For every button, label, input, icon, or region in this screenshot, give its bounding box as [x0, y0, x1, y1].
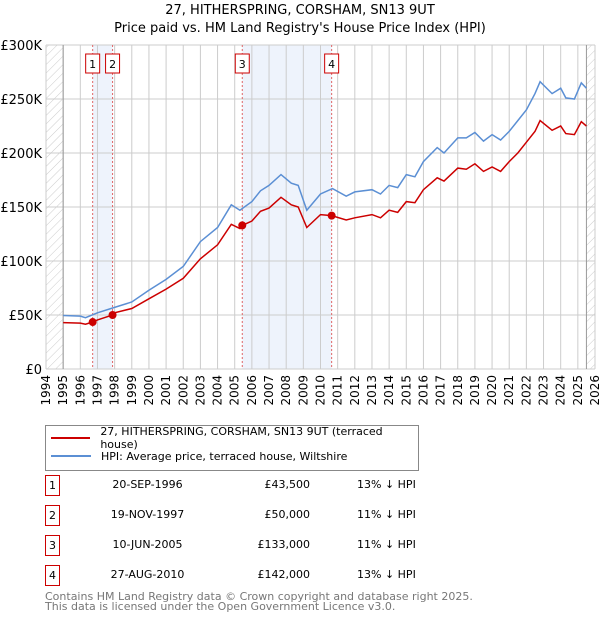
property-price-line [63, 119, 587, 325]
footer-licence: This data is licensed under the Open Gov… [45, 600, 396, 613]
sale-row: 2 19-NOV-1997 £50,000 11% ↓ HPI [45, 505, 445, 526]
y-tick-label: £0 [25, 363, 42, 378]
sale-number-badge: 1 [45, 475, 60, 496]
x-tick-label: 2004 [211, 375, 225, 406]
x-tick-label: 2025 [571, 375, 585, 406]
sale-date: 10-JUN-2005 [112, 538, 183, 551]
sale-price: £43,500 [264, 478, 311, 491]
legend-label-property: 27, HITHERSPRING, CORSHAM, SN13 9UT (ter… [100, 425, 383, 451]
y-tick-label: £100K [0, 255, 42, 270]
footer-copyright: Contains HM Land Registry data © Crown c… [45, 590, 473, 603]
sale-marker-box [324, 53, 340, 74]
x-tick-label: 2023 [537, 375, 551, 406]
sale-date: 19-NOV-1997 [110, 508, 185, 521]
price-chart: 1994 1995 1996 1997 1998 1999 2000 2001 2002 2003… [0, 39, 600, 406]
sale-hpi-diff: 11% ↓ HPI [357, 538, 416, 551]
legend-swatch-hpi [51, 455, 91, 457]
sale-number-badge: 3 [45, 535, 60, 556]
sale-price: £142,000 [257, 568, 311, 581]
hpi-line [63, 80, 587, 319]
sale-row: 3 10-JUN-2005 £133,000 11% ↓ HPI [45, 535, 445, 556]
x-tick-label: 2001 [159, 375, 173, 406]
x-tick-label: 2016 [416, 375, 430, 406]
sale-marker-box [105, 53, 121, 74]
sale-price: £50,000 [264, 508, 311, 521]
sale-point [238, 221, 247, 230]
x-tick-label: 1996 [73, 375, 87, 406]
x-tick-label: 2005 [228, 375, 242, 406]
x-tick-label: 2019 [468, 375, 482, 406]
y-tick-label: £300K [0, 39, 42, 54]
sale-number-badge: 2 [45, 505, 60, 526]
x-tick-label: 1995 [56, 375, 70, 406]
x-tick-label: 2022 [519, 375, 533, 406]
sale-date: 20-SEP-1996 [112, 478, 183, 491]
x-tick-label: 2014 [382, 375, 396, 406]
x-tick-label: 2024 [554, 375, 568, 406]
x-tick-label: 2010 [314, 375, 328, 406]
x-tick-label: 2018 [451, 375, 465, 406]
chart-title: 27, HITHERSPRING, CORSHAM, SN13 9UT [165, 3, 435, 18]
sale-number-badge: 4 [45, 565, 60, 586]
x-tick-label: 1997 [90, 375, 104, 406]
x-tick-label: 1999 [125, 375, 139, 406]
y-tick-label: £200K [0, 147, 42, 162]
x-tick-label: 2015 [399, 375, 413, 406]
sale-marker-label: 1 [89, 58, 96, 71]
sale-price: £133,000 [257, 538, 311, 551]
sale-hpi-diff: 11% ↓ HPI [357, 508, 416, 521]
sale-row: 1 20-SEP-1996 £43,500 13% ↓ HPI [45, 475, 445, 496]
x-tick-label: 2012 [348, 375, 362, 406]
sale-point [88, 318, 97, 327]
sale-point [327, 211, 336, 220]
sale-date: 27-AUG-2010 [110, 568, 185, 581]
sale-marker-label: 4 [328, 58, 335, 71]
x-tick-label: 2008 [279, 375, 293, 406]
chart-subtitle: Price paid vs. HM Land Registry's House … [114, 21, 486, 36]
x-tick-label: 2011 [331, 375, 345, 406]
x-tick-label: 2006 [245, 375, 259, 406]
y-tick-label: £150K [0, 201, 42, 216]
legend-item-hpi: HPI: Average price, terraced house, Wilt… [51, 448, 347, 464]
x-tick-label: 2003 [193, 375, 207, 406]
x-tick-label: 1994 [39, 375, 53, 406]
x-tick-label: 2026 [588, 375, 600, 406]
sale-marker-box [234, 53, 250, 74]
sale-hpi-diff: 13% ↓ HPI [357, 478, 416, 491]
y-tick-label: £250K [0, 93, 42, 108]
sale-marker-label: 3 [239, 58, 246, 71]
sale-row: 4 27-AUG-2010 £142,000 13% ↓ HPI [45, 565, 445, 586]
legend-item-property: 27, HITHERSPRING, CORSHAM, SN13 9UT (ter… [51, 425, 418, 451]
x-tick-label: 2013 [365, 375, 379, 406]
x-tick-label: 2009 [296, 375, 310, 406]
x-tick-label: 2007 [262, 375, 276, 406]
y-tick-label: £50K [9, 309, 43, 324]
x-tick-label: 1998 [108, 375, 122, 406]
sale-hpi-diff: 13% ↓ HPI [357, 568, 416, 581]
legend-label-hpi: HPI: Average price, terraced house, Wilt… [101, 449, 348, 463]
sale-marker-label: 2 [109, 58, 116, 71]
x-tick-label: 2000 [142, 375, 156, 406]
legend: 27, HITHERSPRING, CORSHAM, SN13 9UT (ter… [45, 425, 419, 471]
x-tick-label: 2020 [485, 375, 499, 406]
legend-swatch-property [51, 437, 91, 439]
sale-marker-box [85, 53, 101, 74]
x-tick-label: 2017 [434, 375, 448, 406]
x-tick-label: 2002 [176, 375, 190, 406]
sale-point [108, 311, 117, 319]
x-tick-label: 2021 [502, 375, 516, 406]
